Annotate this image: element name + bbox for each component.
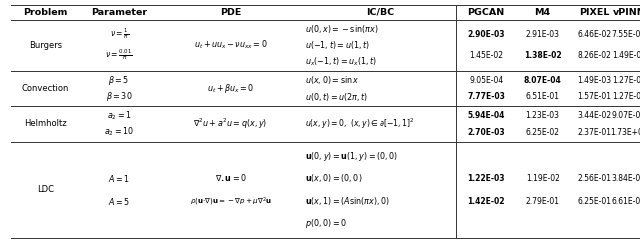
- Text: $\rho(\mathbf{u}{\cdot}\nabla)\mathbf{u} = -\nabla p + \mu\nabla^2\mathbf{u}$: $\rho(\mathbf{u}{\cdot}\nabla)\mathbf{u}…: [189, 195, 271, 208]
- Text: $\nu = \frac{1}{\pi}$: $\nu = \frac{1}{\pi}$: [109, 26, 129, 41]
- Text: PDE: PDE: [220, 8, 241, 17]
- Text: 2.91E-03: 2.91E-03: [525, 30, 559, 39]
- Text: 2.79E-01: 2.79E-01: [525, 197, 559, 206]
- Text: 2.90E-03: 2.90E-03: [467, 30, 505, 39]
- Text: $u(0,t) = u(2\pi,t)$: $u(0,t) = u(2\pi,t)$: [305, 91, 368, 103]
- Text: PIXEL: PIXEL: [579, 8, 609, 17]
- Text: 1.22E-03: 1.22E-03: [467, 174, 505, 183]
- Text: 2.37E-01: 2.37E-01: [577, 128, 611, 137]
- Text: IC/BC: IC/BC: [365, 8, 394, 17]
- Text: 7.55E-03: 7.55E-03: [612, 30, 640, 39]
- Text: 1.45E-02: 1.45E-02: [469, 51, 503, 60]
- Text: 3.44E-02: 3.44E-02: [577, 111, 611, 120]
- Text: $A = 5$: $A = 5$: [108, 196, 130, 207]
- Text: Helmholtz: Helmholtz: [24, 120, 67, 129]
- Text: $u(0,x) = -\sin(\pi x)$: $u(0,x) = -\sin(\pi x)$: [305, 23, 378, 35]
- Text: LDC: LDC: [37, 185, 54, 194]
- Text: 6.25E-02: 6.25E-02: [525, 128, 559, 137]
- Text: 3.84E-02: 3.84E-02: [612, 174, 640, 183]
- Text: 6.25E-01: 6.25E-01: [577, 197, 611, 206]
- Text: 6.61E-01: 6.61E-01: [612, 197, 640, 206]
- Text: $a_2 = 10$: $a_2 = 10$: [104, 126, 134, 138]
- Text: 2.70E-03: 2.70E-03: [467, 128, 505, 137]
- Text: Problem: Problem: [23, 8, 67, 17]
- Text: 1.38E-02: 1.38E-02: [524, 51, 561, 60]
- Text: $\nabla^2 u + a^2 u = q(x,y)$: $\nabla^2 u + a^2 u = q(x,y)$: [193, 117, 268, 131]
- Text: 1.73E+00: 1.73E+00: [610, 128, 640, 137]
- Text: $\nu = \frac{0.01}{\pi}$: $\nu = \frac{0.01}{\pi}$: [106, 47, 133, 62]
- Text: 9.05E-04: 9.05E-04: [469, 76, 503, 85]
- Text: Burgers: Burgers: [29, 41, 62, 50]
- Text: 1.19E-02: 1.19E-02: [525, 174, 559, 183]
- Text: $\beta = 5$: $\beta = 5$: [108, 74, 130, 87]
- Text: $A = 1$: $A = 1$: [108, 173, 130, 184]
- Text: 6.46E-02: 6.46E-02: [577, 30, 611, 39]
- Text: 5.94E-04: 5.94E-04: [467, 111, 505, 120]
- Text: $\nabla\mathbf{.u} = 0$: $\nabla\mathbf{.u} = 0$: [214, 173, 246, 183]
- Text: 1.27E-03: 1.27E-03: [612, 76, 640, 85]
- Text: PGCAN: PGCAN: [468, 8, 505, 17]
- Text: $\beta = 30$: $\beta = 30$: [106, 90, 132, 103]
- Text: 1.27E-01: 1.27E-01: [612, 92, 640, 101]
- Text: Convection: Convection: [22, 84, 69, 93]
- Text: $u(x,y) = 0,\ (x,y) \in \partial[-1,1]^2$: $u(x,y) = 0,\ (x,y) \in \partial[-1,1]^2…: [305, 117, 414, 131]
- Text: $\mathbf{u}(x,1) = (A\sin(\pi x),0)$: $\mathbf{u}(x,1) = (A\sin(\pi x),0)$: [305, 195, 390, 208]
- Text: 8.07E-04: 8.07E-04: [524, 76, 561, 85]
- Text: $p(0,0) = 0$: $p(0,0) = 0$: [305, 217, 347, 230]
- Text: $u(x,0) = \sin x$: $u(x,0) = \sin x$: [305, 74, 360, 86]
- Text: 1.42E-02: 1.42E-02: [467, 197, 505, 206]
- Text: Parameter: Parameter: [91, 8, 147, 17]
- Text: 6.51E-01: 6.51E-01: [525, 92, 559, 101]
- Text: 7.77E-03: 7.77E-03: [467, 92, 505, 101]
- Text: 9.07E-02: 9.07E-02: [612, 111, 640, 120]
- Text: 8.26E-02: 8.26E-02: [577, 51, 611, 60]
- Text: 2.56E-01: 2.56E-01: [577, 174, 611, 183]
- Text: 1.57E-01: 1.57E-01: [577, 92, 611, 101]
- Text: 1.49E-02: 1.49E-02: [612, 51, 640, 60]
- Text: $a_2 = 1$: $a_2 = 1$: [107, 110, 132, 122]
- Text: $u_t + \beta u_x = 0$: $u_t + \beta u_x = 0$: [207, 82, 254, 95]
- Text: vPINN: vPINN: [612, 8, 640, 17]
- Text: $\mathbf{u}(x,0) = (0,0)$: $\mathbf{u}(x,0) = (0,0)$: [305, 172, 362, 184]
- Text: $u(-1,t) = u(1,t)$: $u(-1,t) = u(1,t)$: [305, 39, 370, 51]
- Text: 1.49E-03: 1.49E-03: [577, 76, 611, 85]
- Text: $u_x(-1,t) = u_x(1,t)$: $u_x(-1,t) = u_x(1,t)$: [305, 55, 377, 68]
- Text: M4: M4: [534, 8, 551, 17]
- Text: 1.23E-03: 1.23E-03: [525, 111, 559, 120]
- Text: $u_t + uu_x - \nu u_{xx} = 0$: $u_t + uu_x - \nu u_{xx} = 0$: [194, 39, 268, 52]
- Text: $\mathbf{u}(0,y) = \mathbf{u}(1,y) = (0,0)$: $\mathbf{u}(0,y) = \mathbf{u}(1,y) = (0,…: [305, 150, 398, 163]
